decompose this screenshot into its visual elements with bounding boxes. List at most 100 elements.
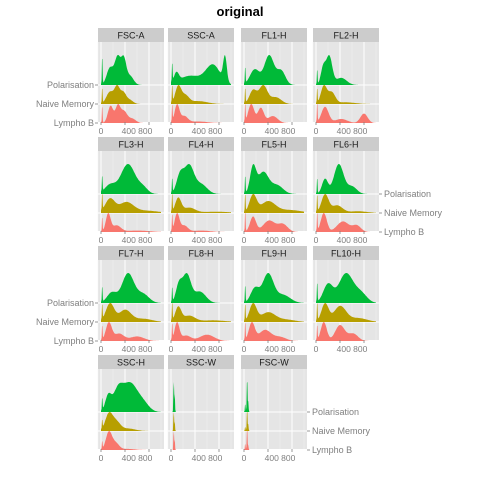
x-tick-label: 400 800 (265, 453, 296, 463)
density-lympho-b (316, 322, 376, 341)
x-tick-label: 400 800 (337, 126, 368, 136)
facet-strip (168, 28, 234, 42)
density-lympho-b (244, 104, 304, 123)
facet-label: FL9-H (261, 249, 286, 259)
facet-strip (168, 137, 234, 151)
y-tick-label: Naive Memory (384, 208, 443, 218)
x-tick-label: 0 (99, 235, 104, 245)
density-naive-memory (171, 303, 231, 322)
facet-strip (313, 137, 379, 151)
density-lympho-b (101, 104, 161, 123)
x-tick-label: 400 800 (122, 126, 153, 136)
chart-title: original (216, 4, 264, 19)
x-tick-label: 400 800 (122, 344, 153, 354)
x-tick-label: 400 800 (265, 126, 296, 136)
density-naive-memory (101, 85, 161, 104)
x-tick-label: 400 800 (122, 453, 153, 463)
x-tick-label: 400 800 (122, 235, 153, 245)
facet-label: FL4-H (188, 140, 213, 150)
density-polarisation (101, 273, 161, 303)
facet-strip (241, 28, 307, 42)
density-polarisation (171, 273, 231, 303)
x-tick-label: 400 800 (192, 453, 223, 463)
density-naive-memory (171, 85, 231, 104)
density-lympho-b (244, 322, 304, 341)
x-tick-label: 400 800 (192, 344, 223, 354)
x-tick-label: 0 (99, 453, 104, 463)
density-lympho-b (244, 213, 304, 232)
density-polarisation (171, 164, 231, 194)
facet-strip (98, 246, 164, 260)
x-tick-label: 400 800 (192, 126, 223, 136)
density-naive-memory (101, 412, 161, 431)
density-polarisation (244, 55, 304, 85)
x-tick-label: 0 (314, 235, 319, 245)
facet-strip (241, 355, 307, 369)
facet-strip (168, 246, 234, 260)
y-tick-label: Naive Memory (312, 426, 371, 436)
y-tick-label: Polarisation (47, 298, 94, 308)
density-lympho-b (171, 213, 231, 232)
x-tick-label: 0 (242, 344, 247, 354)
facet-label: FL10-H (331, 249, 361, 259)
facet-label: FL6-H (333, 140, 358, 150)
y-tick-label: Lympho B (384, 227, 424, 237)
x-tick-label: 0 (169, 453, 174, 463)
facet-label: FL7-H (118, 249, 143, 259)
y-tick-label: Polarisation (47, 80, 94, 90)
y-tick-label: Lympho B (312, 445, 352, 455)
x-tick-label: 0 (99, 344, 104, 354)
x-tick-label: 400 800 (265, 344, 296, 354)
y-tick-label: Polarisation (384, 189, 431, 199)
facet-strip (313, 28, 379, 42)
x-tick-label: 0 (242, 235, 247, 245)
x-tick-label: 400 800 (265, 235, 296, 245)
facet-strip (98, 355, 164, 369)
density-naive-memory (171, 194, 231, 213)
density-naive-memory (316, 85, 376, 104)
x-tick-label: 400 800 (192, 235, 223, 245)
density-lympho-b (316, 213, 376, 232)
x-tick-label: 0 (314, 126, 319, 136)
panel-background (241, 369, 307, 449)
facet-label: FL8-H (188, 249, 213, 259)
density-naive-memory (316, 194, 376, 213)
density-polarisation (244, 164, 304, 194)
facet-label: FSC-A (118, 31, 145, 41)
y-tick-label: Naive Memory (36, 317, 95, 327)
panel-background (168, 369, 234, 449)
facet-label: SSC-A (187, 31, 215, 41)
density-polarisation (171, 55, 231, 85)
facet-strip (168, 355, 234, 369)
density-naive-memory (316, 303, 376, 322)
x-tick-label: 0 (169, 235, 174, 245)
x-tick-label: 400 800 (337, 344, 368, 354)
facet-label: FL1-H (261, 31, 286, 41)
facet-label: FSC-W (259, 358, 289, 368)
facet-strip (98, 137, 164, 151)
facet-strip (313, 246, 379, 260)
x-tick-label: 400 800 (337, 235, 368, 245)
facet-label: SSC-W (186, 358, 217, 368)
density-naive-memory (244, 303, 304, 322)
x-tick-label: 0 (314, 344, 319, 354)
density-naive-memory (101, 194, 161, 213)
x-tick-label: 0 (242, 453, 247, 463)
x-tick-label: 0 (169, 126, 174, 136)
density-lympho-b (316, 104, 376, 123)
y-tick-label: Naive Memory (36, 99, 95, 109)
density-lympho-b (101, 322, 161, 341)
density-lympho-b (101, 431, 161, 450)
x-tick-label: 0 (169, 344, 174, 354)
density-polarisation (316, 55, 376, 85)
facet-label: SSC-H (117, 358, 145, 368)
density-polarisation (101, 382, 161, 412)
facet-label: FL2-H (333, 31, 358, 41)
density-naive-memory (101, 303, 161, 322)
facet-strip (241, 137, 307, 151)
density-polarisation (316, 164, 376, 194)
density-lympho-b (101, 213, 161, 232)
density-polarisation (101, 164, 161, 194)
facet-label: FL5-H (261, 140, 286, 150)
density-naive-memory (244, 85, 304, 104)
